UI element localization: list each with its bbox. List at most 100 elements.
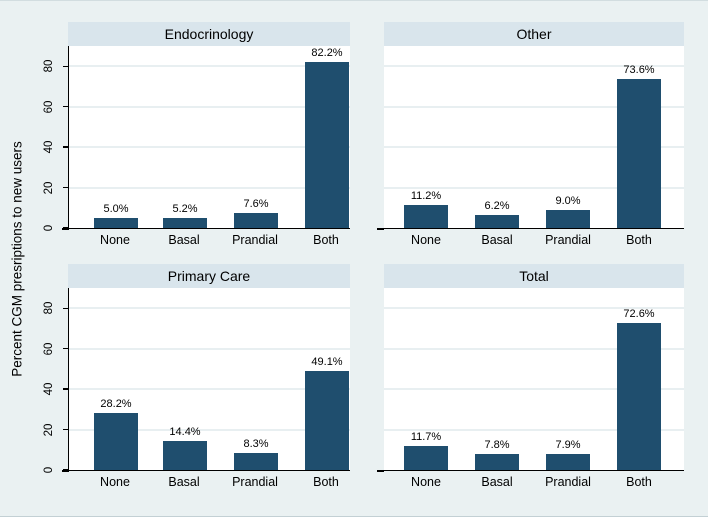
y-tick-mark xyxy=(62,65,68,67)
bar-value-label: 49.1% xyxy=(311,355,343,368)
gridline xyxy=(384,65,684,68)
bar-basal xyxy=(163,217,207,228)
x-axis-labels: None Basal Prandial Both xyxy=(68,471,350,493)
bar-value-label: 5.0% xyxy=(103,202,129,215)
x-axis-overhang xyxy=(377,228,384,230)
panel-title: Total xyxy=(384,264,684,288)
x-category-label: Prandial xyxy=(545,233,591,247)
panel-endocrinology: Endocrinology 0 20 40 60 80 5.0% 5.2% 7.6% 82.2% N… xyxy=(43,22,350,251)
bar-none xyxy=(94,412,138,470)
bar-basal xyxy=(475,215,519,228)
gridline xyxy=(384,186,684,189)
y-tick-label: 0 xyxy=(43,466,55,474)
y-tick-mark xyxy=(62,105,68,108)
bar-value-label: 5.2% xyxy=(172,202,198,215)
plot-area-other: 11.2% 6.2% 9.0% 73.6% xyxy=(377,46,684,230)
panel-title: Other xyxy=(384,22,684,46)
x-axis-overhang xyxy=(62,470,69,472)
plot-area-endocrinology: 0 20 40 60 80 5.0% 5.2% 7.6% 82.2% xyxy=(43,46,350,231)
x-category-label: None xyxy=(411,475,441,489)
panel-title: Endocrinology xyxy=(68,22,350,46)
y-tick-label: 20 xyxy=(43,181,55,194)
panel-title: Primary Care xyxy=(68,264,350,288)
x-category-label: None xyxy=(411,233,441,247)
bar-value-label: 7.8% xyxy=(484,439,510,452)
x-category-label: Prandial xyxy=(232,475,278,489)
y-axis-title: Percent CGM presriptions to new users xyxy=(9,141,25,377)
panel-primary-care: Primary Care 0 20 40 60 80 28.2% 14.4% 8.3% 49.1%… xyxy=(43,264,350,493)
y-tick-label: 40 xyxy=(43,382,55,396)
x-axis-overhang xyxy=(377,470,384,472)
y-tick-label: 60 xyxy=(43,342,55,356)
bar-value-label: 11.7% xyxy=(410,431,442,444)
y-tick-label: 60 xyxy=(43,100,55,114)
bar-value-label: 6.2% xyxy=(484,200,510,213)
y-tick-mark xyxy=(62,388,68,390)
gridline xyxy=(69,65,350,68)
bar-prandial xyxy=(234,453,278,470)
y-tick-label: 0 xyxy=(43,224,55,232)
gridline xyxy=(384,428,684,431)
x-category-label: Basal xyxy=(481,475,513,489)
bar-both xyxy=(617,323,661,470)
bar-prandial xyxy=(234,212,278,228)
bar-basal xyxy=(163,440,207,470)
y-tick-mark xyxy=(62,186,68,189)
x-category-label: Both xyxy=(626,233,652,247)
bar-value-label: 8.3% xyxy=(243,438,269,451)
x-category-label: Both xyxy=(313,475,339,489)
bar-value-label: 11.2% xyxy=(410,190,442,203)
bar-value-label: 72.6% xyxy=(623,308,655,321)
gridline xyxy=(69,307,350,310)
bar-value-label: 9.0% xyxy=(555,194,581,207)
x-category-label: Basal xyxy=(481,233,513,247)
gridline xyxy=(384,146,684,149)
x-category-label: Basal xyxy=(168,233,200,247)
gridline xyxy=(69,186,350,189)
plot-area-total: 11.7% 7.8% 7.9% 72.6% xyxy=(377,288,684,472)
bar-value-label: 82.2% xyxy=(311,46,343,59)
x-category-label: Prandial xyxy=(232,233,278,247)
gridline xyxy=(69,146,350,149)
y-tick-mark xyxy=(62,469,68,471)
gridline xyxy=(69,388,350,391)
gridline xyxy=(384,307,684,310)
bar-value-label: 14.4% xyxy=(169,425,201,438)
bar-value-label: 28.2% xyxy=(100,397,132,410)
x-category-label: Basal xyxy=(168,475,200,489)
bar-both xyxy=(305,370,349,470)
gridline xyxy=(384,347,684,350)
x-axis-overhang xyxy=(62,228,69,230)
y-tick-label: 20 xyxy=(43,423,55,436)
bar-prandial xyxy=(546,209,590,228)
y-tick-label: 80 xyxy=(43,301,55,315)
x-category-label: Both xyxy=(313,233,339,247)
x-category-label: Both xyxy=(626,475,652,489)
bar-none xyxy=(94,217,138,228)
x-axis-labels: None Basal Prandial Both xyxy=(68,229,350,251)
gridline xyxy=(384,388,684,391)
panel-total: Total 11.7% 7.8% 7.9% 72.6% None Basal Prandial… xyxy=(377,264,684,493)
x-category-label: Prandial xyxy=(545,475,591,489)
y-tick-label: 80 xyxy=(43,59,55,73)
bar-value-label: 7.6% xyxy=(243,197,269,210)
y-tick-mark xyxy=(62,307,68,309)
y-tick-mark xyxy=(62,227,68,229)
y-tick-mark xyxy=(62,347,68,350)
gridline xyxy=(69,347,350,350)
y-tick-mark xyxy=(62,146,68,148)
plot-area-primary-care: 0 20 40 60 80 28.2% 14.4% 8.3% 49.1% xyxy=(43,288,350,473)
gridline xyxy=(69,428,350,431)
y-tick-mark xyxy=(62,428,68,431)
bar-prandial xyxy=(546,454,590,470)
bar-none xyxy=(404,205,448,228)
bar-both xyxy=(305,61,349,228)
x-category-label: None xyxy=(100,233,130,247)
gridline xyxy=(384,105,684,108)
bar-both xyxy=(617,79,661,228)
x-category-label: None xyxy=(100,475,130,489)
bar-basal xyxy=(475,454,519,470)
x-axis-labels: None Basal Prandial Both xyxy=(384,229,684,251)
panel-other: Other 11.2% 6.2% 9.0% 73.6% None Basal Prandial… xyxy=(377,22,684,251)
